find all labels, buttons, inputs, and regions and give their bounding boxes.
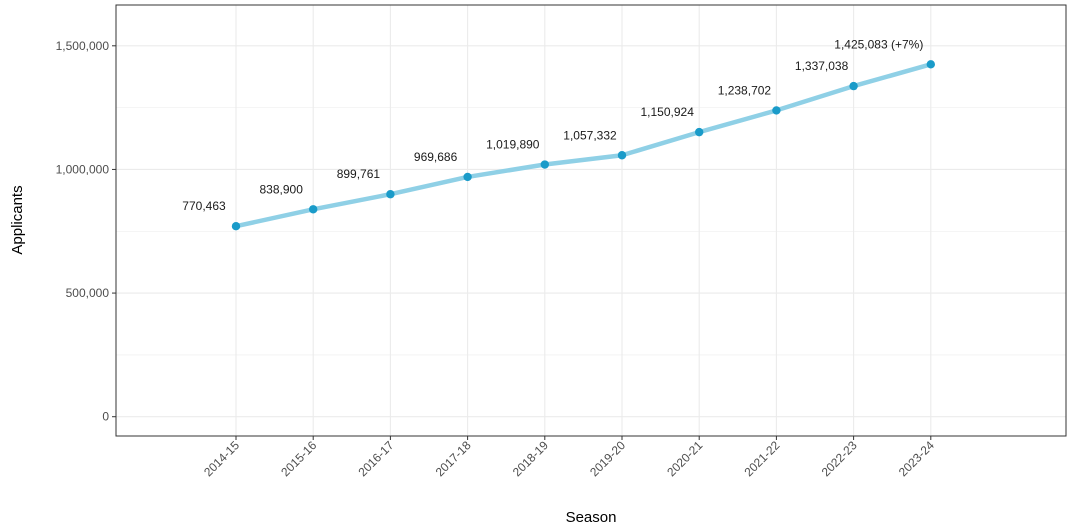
data-label: 1,019,890 <box>486 138 540 152</box>
data-point <box>849 81 858 91</box>
x-tick-label: 2016-17 <box>355 438 396 479</box>
data-point <box>926 60 935 69</box>
x-tick-label: 2022-23 <box>819 438 860 479</box>
x-tick-label: 2015-16 <box>278 438 319 479</box>
data-label: 1,425,083 (+7%) <box>834 37 923 51</box>
data-label: 899,761 <box>337 167 381 181</box>
data-label: 969,686 <box>414 150 458 164</box>
y-tick-label: 1,000,000 <box>56 162 110 176</box>
data-point <box>463 172 472 182</box>
data-label: 1,238,702 <box>718 83 772 97</box>
data-point <box>231 221 241 231</box>
x-axis-ticks: 2014-15 2015-16 2016-17 2017-18 2018-19 2019-… <box>201 436 937 479</box>
y-axis-ticks: 0 500,000 1,000,000 1,500,000 <box>56 39 116 424</box>
data-point <box>617 151 627 160</box>
x-tick-label: 2019-20 <box>587 438 628 479</box>
data-point <box>772 106 781 115</box>
grid-lines <box>116 5 1066 436</box>
series-line-layer <box>233 62 934 229</box>
data-point <box>386 190 395 199</box>
x-tick-label: 2014-15 <box>201 438 242 479</box>
y-axis-title: Applicants <box>9 185 26 254</box>
data-label: 770,463 <box>182 199 226 213</box>
data-point <box>695 127 704 137</box>
data-points <box>231 60 935 231</box>
x-tick-label: 2023-24 <box>896 438 937 479</box>
y-tick-label: 500,000 <box>66 286 110 300</box>
plot-panel-border <box>115 4 1067 437</box>
data-labels: 770,463 838,900 899,761 969,686 1,019,890 1,0… <box>182 37 923 213</box>
y-tick-label: 0 <box>102 410 109 424</box>
data-label: 1,057,332 <box>563 128 617 142</box>
data-label: 838,900 <box>260 182 304 196</box>
x-tick-label: 2021-22 <box>741 438 782 479</box>
data-point <box>309 205 318 214</box>
y-tick-label: 1,500,000 <box>56 39 110 53</box>
x-axis-title: Season <box>566 509 617 526</box>
data-label: 1,150,924 <box>641 105 695 119</box>
series-line <box>233 62 934 229</box>
x-tick-label: 2020-21 <box>664 438 705 479</box>
data-label: 1,337,038 <box>795 59 849 73</box>
x-tick-label: 2017-18 <box>433 438 474 479</box>
data-point <box>540 160 549 169</box>
x-tick-label: 2018-19 <box>510 438 551 479</box>
